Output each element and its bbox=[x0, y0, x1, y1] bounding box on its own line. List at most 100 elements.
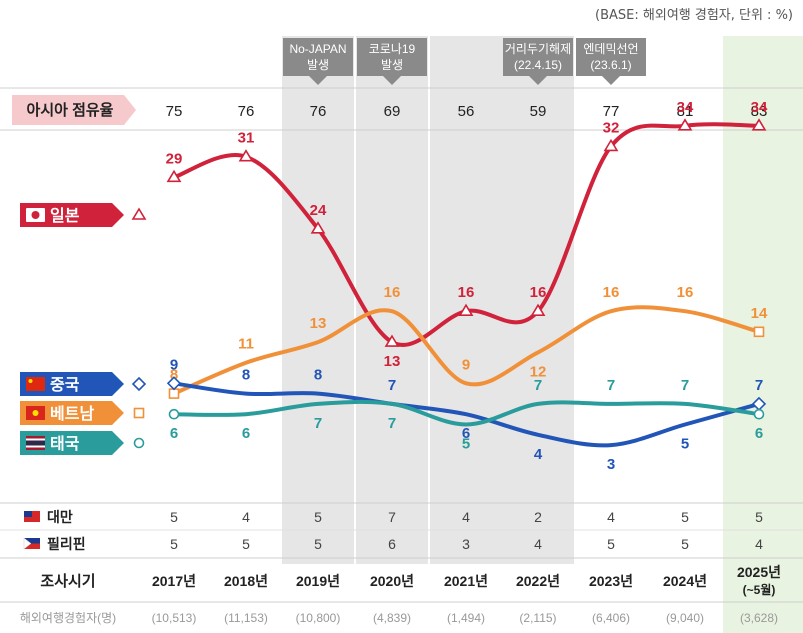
legend-marker bbox=[133, 407, 145, 419]
japan-marker bbox=[384, 334, 400, 347]
legend-marker bbox=[131, 207, 147, 220]
extra-row-value: 5 bbox=[170, 536, 178, 552]
share-value: 77 bbox=[603, 103, 620, 120]
japan-marker bbox=[530, 303, 546, 316]
thailand-data-label: 6 bbox=[242, 425, 250, 442]
extra-row-label: 필리핀 bbox=[47, 536, 86, 552]
shaded-column bbox=[502, 36, 574, 564]
legend-tag bbox=[20, 401, 124, 425]
flag-stripe bbox=[26, 447, 45, 450]
x-tick-label: 2021년 bbox=[444, 573, 488, 589]
respondents-value: (10,800) bbox=[296, 611, 341, 625]
event-label: 거리두기해제 bbox=[505, 42, 571, 56]
japan-data-label: 29 bbox=[166, 150, 183, 167]
x-tick-label: 2024년 bbox=[663, 573, 707, 589]
japan-marker bbox=[603, 138, 619, 152]
legend-tag bbox=[20, 203, 124, 227]
vietnam-data-label: 16 bbox=[677, 284, 694, 301]
share-value: 76 bbox=[238, 103, 255, 120]
respondents-value: (6,406) bbox=[592, 611, 630, 625]
thailand-data-label: 7 bbox=[314, 415, 322, 432]
japan-data-label: 16 bbox=[458, 284, 475, 301]
event-callout bbox=[576, 38, 646, 85]
shaded-column bbox=[430, 36, 502, 564]
share-label-tag bbox=[12, 95, 136, 125]
china-data-label: 8 bbox=[314, 367, 322, 384]
extra-row-value: 5 bbox=[607, 536, 615, 552]
vietnam-marker bbox=[168, 388, 180, 399]
thailand-series-line bbox=[172, 399, 761, 427]
event-date: 발생 bbox=[381, 58, 403, 72]
x-tick-sublabel: (~5월) bbox=[743, 582, 776, 597]
china-data-label: 4 bbox=[534, 446, 543, 463]
event-callout bbox=[283, 38, 353, 85]
japan-data-label: 24 bbox=[310, 202, 327, 219]
japan-marker bbox=[458, 303, 474, 316]
japan-marker bbox=[310, 221, 326, 234]
legend-japan: 일본 bbox=[20, 203, 124, 227]
extra-row-value: 5 bbox=[755, 509, 763, 525]
event-label: No-JAPAN bbox=[289, 42, 346, 56]
respondents-label: 해외여행경험자(명) bbox=[20, 610, 116, 625]
flag-canton bbox=[24, 511, 32, 517]
vietnam-series-line bbox=[172, 305, 761, 396]
respondents-value: (4,839) bbox=[373, 611, 411, 625]
legend-vietnam: 베트남 bbox=[20, 401, 124, 425]
legend-label: 일본 bbox=[50, 207, 80, 225]
extra-row-label: 대만 bbox=[47, 509, 73, 525]
japan-data-label: 32 bbox=[603, 119, 620, 136]
share-value: 69 bbox=[384, 103, 401, 120]
flag-star bbox=[28, 379, 33, 383]
extra-row-value: 4 bbox=[534, 536, 542, 552]
event-label: 엔데믹선언 bbox=[583, 42, 638, 56]
vietnam-data-label: 14 bbox=[751, 305, 768, 322]
vietnam-data-label: 16 bbox=[603, 284, 620, 301]
extra-row-value: 5 bbox=[314, 536, 322, 552]
share-value: 56 bbox=[458, 103, 475, 120]
legend-thailand: 태국 bbox=[20, 431, 124, 455]
x-tick-label: 2022년 bbox=[516, 573, 560, 589]
vietnam-data-label: 8 bbox=[170, 367, 178, 384]
flag-stripe bbox=[26, 440, 45, 446]
event-date: (23.6.1) bbox=[590, 58, 631, 72]
flag-sun bbox=[31, 211, 40, 219]
japan-data-label: 34 bbox=[751, 99, 768, 116]
extra-row-value: 3 bbox=[462, 536, 470, 552]
share-value: 76 bbox=[310, 103, 327, 120]
extra-row-value: 5 bbox=[170, 509, 178, 525]
legend-label: 베트남 bbox=[50, 405, 94, 423]
respondents-value: (11,153) bbox=[224, 611, 268, 625]
legend-label: 중국 bbox=[50, 376, 80, 394]
share-value: 75 bbox=[166, 103, 183, 120]
thailand-data-label: 6 bbox=[755, 425, 763, 442]
japan-data-label: 31 bbox=[238, 130, 255, 147]
thailand-data-label: 7 bbox=[388, 415, 396, 432]
legend-china: 중국 bbox=[20, 372, 124, 396]
event-date: (22.4.15) bbox=[514, 58, 562, 72]
x-tick-label: 2018년 bbox=[224, 573, 268, 589]
japan-data-label: 13 bbox=[384, 353, 401, 370]
x-tick-label: 2023년 bbox=[589, 573, 633, 589]
extra-row-value: 2 bbox=[534, 509, 542, 525]
extra-row-value: 5 bbox=[242, 536, 250, 552]
thailand-data-label: 6 bbox=[170, 425, 178, 442]
thailand-data-label: 5 bbox=[462, 436, 470, 453]
shaded-column bbox=[282, 36, 354, 564]
share-value: 59 bbox=[530, 103, 547, 120]
china-marker bbox=[166, 376, 182, 391]
extra-row-value: 5 bbox=[681, 509, 689, 525]
japan-marker bbox=[677, 118, 693, 131]
base-note: (BASE: 해외여행 경험자, 단위 : %) bbox=[595, 8, 793, 23]
survey-row-label: 조사시기 bbox=[40, 573, 95, 590]
china-series-line bbox=[172, 381, 761, 448]
share-value: 83 bbox=[751, 103, 768, 120]
japan-data-label: 34 bbox=[677, 99, 694, 116]
thailand-data-label: 7 bbox=[607, 377, 615, 394]
extra-row-value: 4 bbox=[755, 536, 763, 552]
flag-stripe bbox=[26, 436, 45, 439]
flag-star bbox=[32, 410, 39, 416]
respondents-value: (9,040) bbox=[666, 611, 704, 625]
share-value: 81 bbox=[677, 103, 694, 120]
vietnam-data-label: 11 bbox=[238, 336, 254, 353]
